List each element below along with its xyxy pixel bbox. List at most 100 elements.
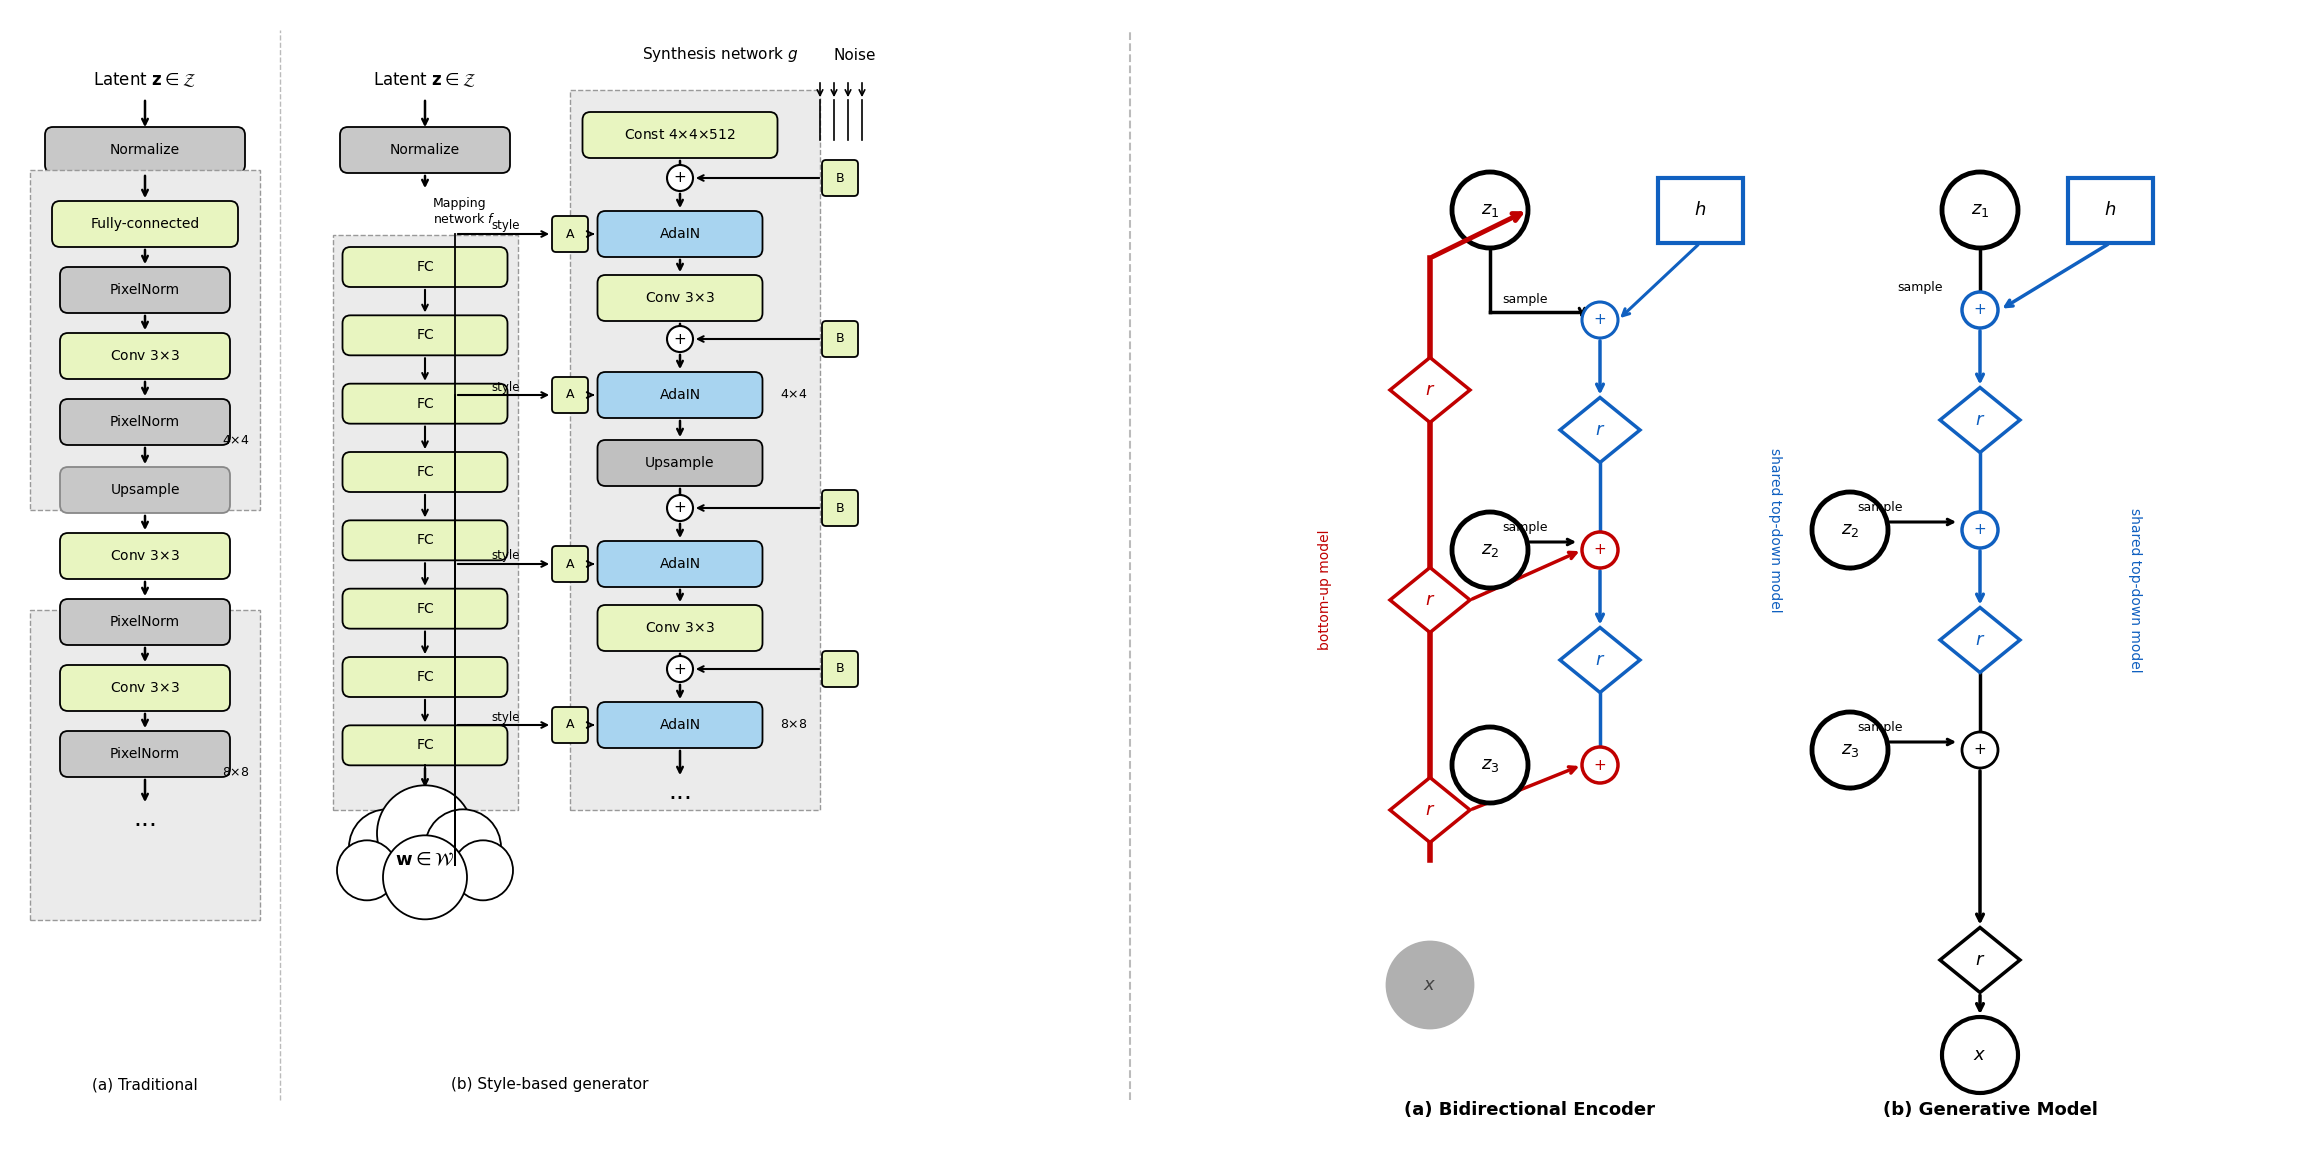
FancyBboxPatch shape <box>343 589 508 629</box>
Text: Fully-connected: Fully-connected <box>90 217 199 231</box>
FancyBboxPatch shape <box>343 315 508 355</box>
Text: PixelNorm: PixelNorm <box>109 415 181 429</box>
Text: B: B <box>837 501 844 514</box>
Polygon shape <box>1940 607 2019 673</box>
Text: $z_3$: $z_3$ <box>1840 741 1859 759</box>
Bar <box>30 610 260 920</box>
Text: +: + <box>1595 543 1606 558</box>
Circle shape <box>1813 492 1887 568</box>
Text: B: B <box>837 662 844 675</box>
Text: +: + <box>1973 522 1987 537</box>
Text: Normalize: Normalize <box>109 143 181 158</box>
Polygon shape <box>1560 628 1641 692</box>
Text: $z_2$: $z_2$ <box>1840 521 1859 539</box>
Circle shape <box>382 835 466 919</box>
Text: (a) Bidirectional Encoder: (a) Bidirectional Encoder <box>1405 1101 1655 1119</box>
Text: bottom-up model: bottom-up model <box>1319 530 1333 650</box>
Text: $r$: $r$ <box>1595 421 1604 439</box>
Circle shape <box>1961 512 1998 549</box>
Text: 8$\times$8: 8$\times$8 <box>223 766 250 779</box>
FancyBboxPatch shape <box>823 160 858 196</box>
Text: $r$: $r$ <box>1426 802 1435 819</box>
FancyBboxPatch shape <box>60 532 229 578</box>
Text: Conv 3$\times$3: Conv 3$\times$3 <box>111 681 181 695</box>
Text: $z_3$: $z_3$ <box>1481 756 1500 774</box>
Circle shape <box>1942 1017 2019 1092</box>
Bar <box>1657 177 1743 243</box>
Text: AdaIN: AdaIN <box>658 227 700 242</box>
Bar <box>2068 177 2153 243</box>
Text: A: A <box>566 719 575 731</box>
Circle shape <box>350 810 424 886</box>
Text: sample: sample <box>1502 521 1548 535</box>
FancyBboxPatch shape <box>60 334 229 380</box>
Text: (a) Traditional: (a) Traditional <box>93 1078 197 1092</box>
Text: Mapping: Mapping <box>433 197 487 209</box>
Circle shape <box>1961 733 1998 768</box>
FancyBboxPatch shape <box>60 731 229 777</box>
Text: 4$\times$4: 4$\times$4 <box>779 389 807 401</box>
FancyBboxPatch shape <box>598 275 763 321</box>
FancyBboxPatch shape <box>598 605 763 651</box>
Text: PixelNorm: PixelNorm <box>109 748 181 761</box>
Text: +: + <box>1595 313 1606 328</box>
Bar <box>30 170 260 509</box>
Circle shape <box>1942 172 2019 248</box>
FancyBboxPatch shape <box>823 321 858 356</box>
Polygon shape <box>1940 928 2019 992</box>
FancyBboxPatch shape <box>51 201 239 247</box>
Text: Upsample: Upsample <box>644 457 714 470</box>
FancyBboxPatch shape <box>823 490 858 526</box>
Text: $\mathbf{w} \in \mathcal{W}$: $\mathbf{w} \in \mathcal{W}$ <box>396 851 454 869</box>
Circle shape <box>668 656 693 682</box>
Text: $r$: $r$ <box>1595 651 1604 669</box>
FancyBboxPatch shape <box>343 520 508 560</box>
Text: $r$: $r$ <box>1975 631 1984 649</box>
Text: $z_2$: $z_2$ <box>1481 540 1500 559</box>
FancyBboxPatch shape <box>60 267 229 313</box>
FancyBboxPatch shape <box>60 599 229 645</box>
Circle shape <box>378 785 473 881</box>
Text: Normalize: Normalize <box>389 143 459 158</box>
Text: sample: sample <box>1896 282 1942 294</box>
Text: B: B <box>837 171 844 184</box>
Circle shape <box>336 841 396 900</box>
Text: PixelNorm: PixelNorm <box>109 615 181 629</box>
Circle shape <box>1451 512 1528 588</box>
Text: style: style <box>491 220 519 232</box>
Text: AdaIN: AdaIN <box>658 718 700 733</box>
Text: Conv 3$\times$3: Conv 3$\times$3 <box>644 291 714 305</box>
FancyBboxPatch shape <box>582 112 777 158</box>
Text: +: + <box>1973 743 1987 758</box>
Text: Conv 3$\times$3: Conv 3$\times$3 <box>111 348 181 363</box>
FancyBboxPatch shape <box>552 707 589 743</box>
Text: style: style <box>491 550 519 562</box>
Text: $r$: $r$ <box>1426 381 1435 399</box>
Text: $h$: $h$ <box>1694 201 1706 218</box>
FancyBboxPatch shape <box>60 665 229 711</box>
Text: A: A <box>566 558 575 570</box>
Text: style: style <box>491 381 519 393</box>
FancyBboxPatch shape <box>598 371 763 417</box>
Circle shape <box>1451 172 1528 248</box>
Text: A: A <box>566 389 575 401</box>
Polygon shape <box>1391 567 1470 633</box>
Text: $r$: $r$ <box>1426 591 1435 610</box>
Text: FC: FC <box>417 601 433 615</box>
Text: 4$\times$4: 4$\times$4 <box>223 434 250 446</box>
Text: +: + <box>1595 758 1606 773</box>
Text: $x$: $x$ <box>1423 976 1437 994</box>
Text: A: A <box>566 228 575 240</box>
Text: $x$: $x$ <box>1973 1046 1987 1064</box>
Text: +: + <box>675 661 686 676</box>
Text: Latent $\mathbf{z} \in \mathcal{Z}$: Latent $\mathbf{z} \in \mathcal{Z}$ <box>93 70 197 90</box>
Circle shape <box>1581 532 1618 568</box>
Circle shape <box>668 494 693 521</box>
Circle shape <box>1451 727 1528 803</box>
Text: $r$: $r$ <box>1975 951 1984 969</box>
Text: FC: FC <box>417 397 433 411</box>
FancyBboxPatch shape <box>343 657 508 697</box>
Circle shape <box>452 841 512 900</box>
FancyBboxPatch shape <box>343 726 508 766</box>
FancyBboxPatch shape <box>60 467 229 513</box>
